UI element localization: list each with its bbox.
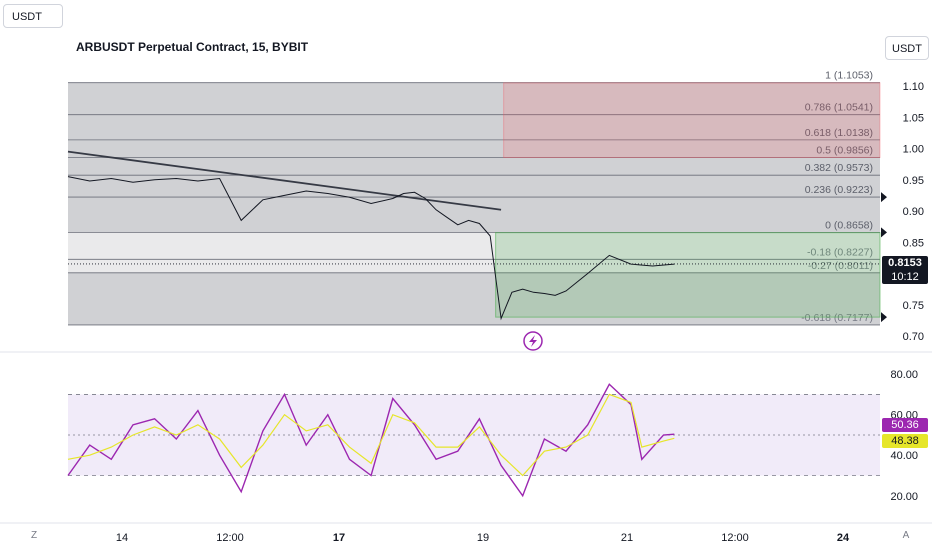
fib-label: 0.382 (0.9573): [805, 162, 873, 174]
fib-label: 0.5 (0.9856): [816, 145, 873, 157]
bar-countdown: 10:12: [891, 271, 919, 283]
x-tick-label: 24: [837, 532, 850, 544]
axis-marker-icon: [881, 192, 887, 203]
lightning-bolt-icon: [529, 335, 537, 347]
fib-label: -0.618 (0.7177): [801, 312, 873, 324]
fib-band: [68, 259, 880, 273]
rsi-y-tick-label: 80.00: [890, 369, 918, 381]
take-profit-zone: [495, 232, 881, 318]
x-tick-label: 12:00: [216, 532, 244, 544]
axis-marker-icon: [881, 312, 887, 323]
rsi-line: [67, 383, 675, 498]
price-series-line: [67, 176, 675, 321]
fib-label: -0.27 (0.8011): [808, 260, 873, 272]
fib-band: [68, 272, 880, 325]
fib-label: 1 (1.1053): [825, 70, 873, 82]
last-price-tag: 0.8153 10:12: [882, 256, 928, 284]
x-tick-label: 14: [116, 532, 128, 544]
y-tick-label: 0.75: [903, 300, 924, 312]
chart-title: ARBUSDT Perpetual Contract, 15, BYBIT: [76, 40, 309, 54]
x-tick-label: 17: [333, 532, 345, 544]
fib-label: -0.18 (0.8227): [807, 246, 873, 258]
fib-band: [68, 82, 880, 115]
fib-band: [68, 175, 880, 198]
rsi-ma-line: [67, 393, 675, 477]
fib-band: [68, 197, 880, 233]
trendline: [67, 150, 502, 211]
y-tick-label: 1.05: [903, 112, 924, 124]
rsi-value-tag: 50.36: [882, 418, 928, 432]
y-tick-label: 1.00: [903, 144, 924, 156]
auto-scale-button[interactable]: A: [902, 530, 910, 541]
y-tick-label: 0.90: [903, 206, 924, 218]
fib-band: [68, 139, 880, 158]
fib-label: 0.618 (1.0138): [805, 127, 873, 139]
fib-band: [68, 232, 880, 260]
fib-label: 0.236 (0.9223): [805, 184, 873, 196]
fib-band: [68, 114, 880, 140]
y-tick-label: 1.10: [903, 81, 924, 93]
rsi-y-tick-label: 40.00: [890, 450, 918, 462]
x-tick-label: 19: [477, 532, 489, 544]
rsi-ma-tag: 48.38: [882, 434, 928, 448]
zoom-mode-button[interactable]: Z: [30, 530, 38, 541]
currency-selector[interactable]: USDT: [3, 4, 63, 28]
x-tick-label: 21: [621, 532, 633, 544]
last-price-value: 0.8153: [888, 257, 922, 269]
stop-loss-zone: [503, 82, 881, 158]
y-tick-label: 0.85: [903, 237, 924, 249]
x-tick-label: 12:00: [721, 532, 749, 544]
axis-marker-icon: [881, 227, 887, 238]
unit-button[interactable]: USDT: [885, 36, 929, 60]
fib-label: 0 (0.8658): [825, 219, 873, 231]
fib-label: 0.786 (1.0541): [805, 102, 873, 114]
y-tick-label: 0.70: [903, 331, 924, 343]
y-tick-label: 0.95: [903, 175, 924, 187]
rsi-y-tick-label: 20.00: [890, 491, 918, 503]
lightning-icon: [523, 331, 543, 351]
fib-band: [68, 157, 880, 176]
